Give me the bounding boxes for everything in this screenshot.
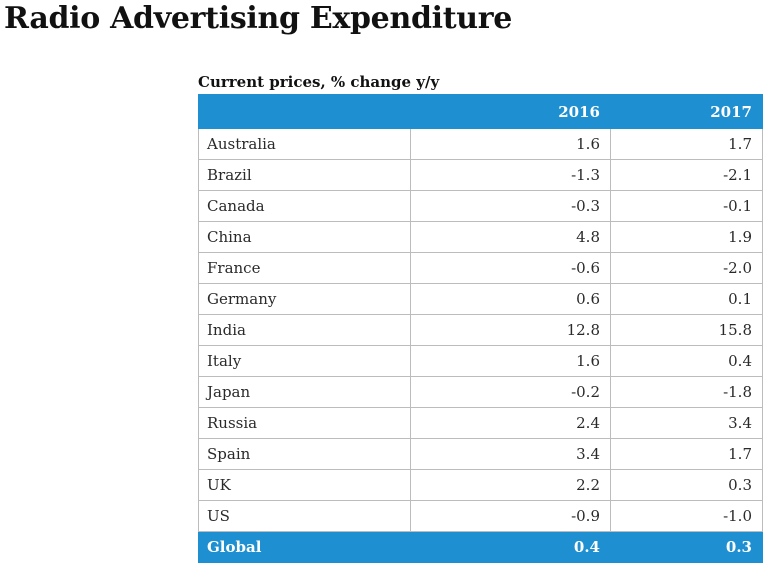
header-2017: 2017 <box>610 94 763 129</box>
row-country: Canada <box>198 190 411 222</box>
row-value-2016: 2.2 <box>410 469 611 501</box>
table-row: Germany 0.6 0.1 <box>198 283 763 315</box>
row-value-2016: -1.3 <box>410 159 611 191</box>
row-value-2017: 15.8 <box>610 314 763 346</box>
row-value-2016: 1.6 <box>410 345 611 377</box>
row-value-2017: 3.4 <box>610 407 763 439</box>
row-country: US <box>198 500 411 532</box>
row-country: Italy <box>198 345 411 377</box>
table-row: China 4.8 1.9 <box>198 221 763 253</box>
table-row: UK 2.2 0.3 <box>198 469 763 501</box>
row-value-2016: 4.8 <box>410 221 611 253</box>
table-row: Japan -0.2 -1.8 <box>198 376 763 408</box>
table-row: India 12.8 15.8 <box>198 314 763 346</box>
header-row: 2016 2017 <box>198 94 763 129</box>
page-title: Radio Advertising Expenditure <box>4 1 513 36</box>
table-row: Brazil -1.3 -2.1 <box>198 159 763 191</box>
row-country: Australia <box>198 128 411 160</box>
row-value-2016: 0.6 <box>410 283 611 315</box>
row-value-2017: 1.7 <box>610 128 763 160</box>
row-value-2017: 0.1 <box>610 283 763 315</box>
row-value-2017: -2.0 <box>610 252 763 284</box>
row-value-2017: 1.9 <box>610 221 763 253</box>
row-country: India <box>198 314 411 346</box>
table-row: Russia 2.4 3.4 <box>198 407 763 439</box>
row-country: Japan <box>198 376 411 408</box>
row-country: UK <box>198 469 411 501</box>
data-table: 2016 2017 Australia 1.6 1.7 Brazil -1.3 -2.1 C… <box>198 94 763 563</box>
row-value-2016: -0.6 <box>410 252 611 284</box>
total-label: Global <box>198 531 411 563</box>
row-value-2017: -0.1 <box>610 190 763 222</box>
table-row: Canada -0.3 -0.1 <box>198 190 763 222</box>
row-value-2016: -0.9 <box>410 500 611 532</box>
row-value-2016: 12.8 <box>410 314 611 346</box>
row-value-2016: 2.4 <box>410 407 611 439</box>
total-2016: 0.4 <box>410 531 611 563</box>
header-2016: 2016 <box>410 94 611 129</box>
row-value-2017: -1.0 <box>610 500 763 532</box>
row-country: Germany <box>198 283 411 315</box>
row-country: Russia <box>198 407 411 439</box>
table-row: Australia 1.6 1.7 <box>198 128 763 160</box>
table-row: Italy 1.6 0.4 <box>198 345 763 377</box>
row-value-2017: 0.4 <box>610 345 763 377</box>
row-country: France <box>198 252 411 284</box>
table-row: France -0.6 -2.0 <box>198 252 763 284</box>
row-country: Brazil <box>198 159 411 191</box>
header-country <box>198 94 411 129</box>
total-2017: 0.3 <box>610 531 763 563</box>
row-value-2016: -0.3 <box>410 190 611 222</box>
row-value-2016: 1.6 <box>410 128 611 160</box>
row-value-2017: 1.7 <box>610 438 763 470</box>
row-value-2017: -1.8 <box>610 376 763 408</box>
total-row: Global 0.4 0.3 <box>198 531 763 563</box>
row-value-2016: -0.2 <box>410 376 611 408</box>
row-value-2017: -2.1 <box>610 159 763 191</box>
table-body: Australia 1.6 1.7 Brazil -1.3 -2.1 Canada -0.3-… <box>198 128 763 532</box>
row-value-2016: 3.4 <box>410 438 611 470</box>
table-subtitle: Current prices, % change y/y <box>198 73 440 91</box>
row-value-2017: 0.3 <box>610 469 763 501</box>
table-row: US -0.9 -1.0 <box>198 500 763 532</box>
row-country: China <box>198 221 411 253</box>
row-country: Spain <box>198 438 411 470</box>
table-row: Spain 3.4 1.7 <box>198 438 763 470</box>
